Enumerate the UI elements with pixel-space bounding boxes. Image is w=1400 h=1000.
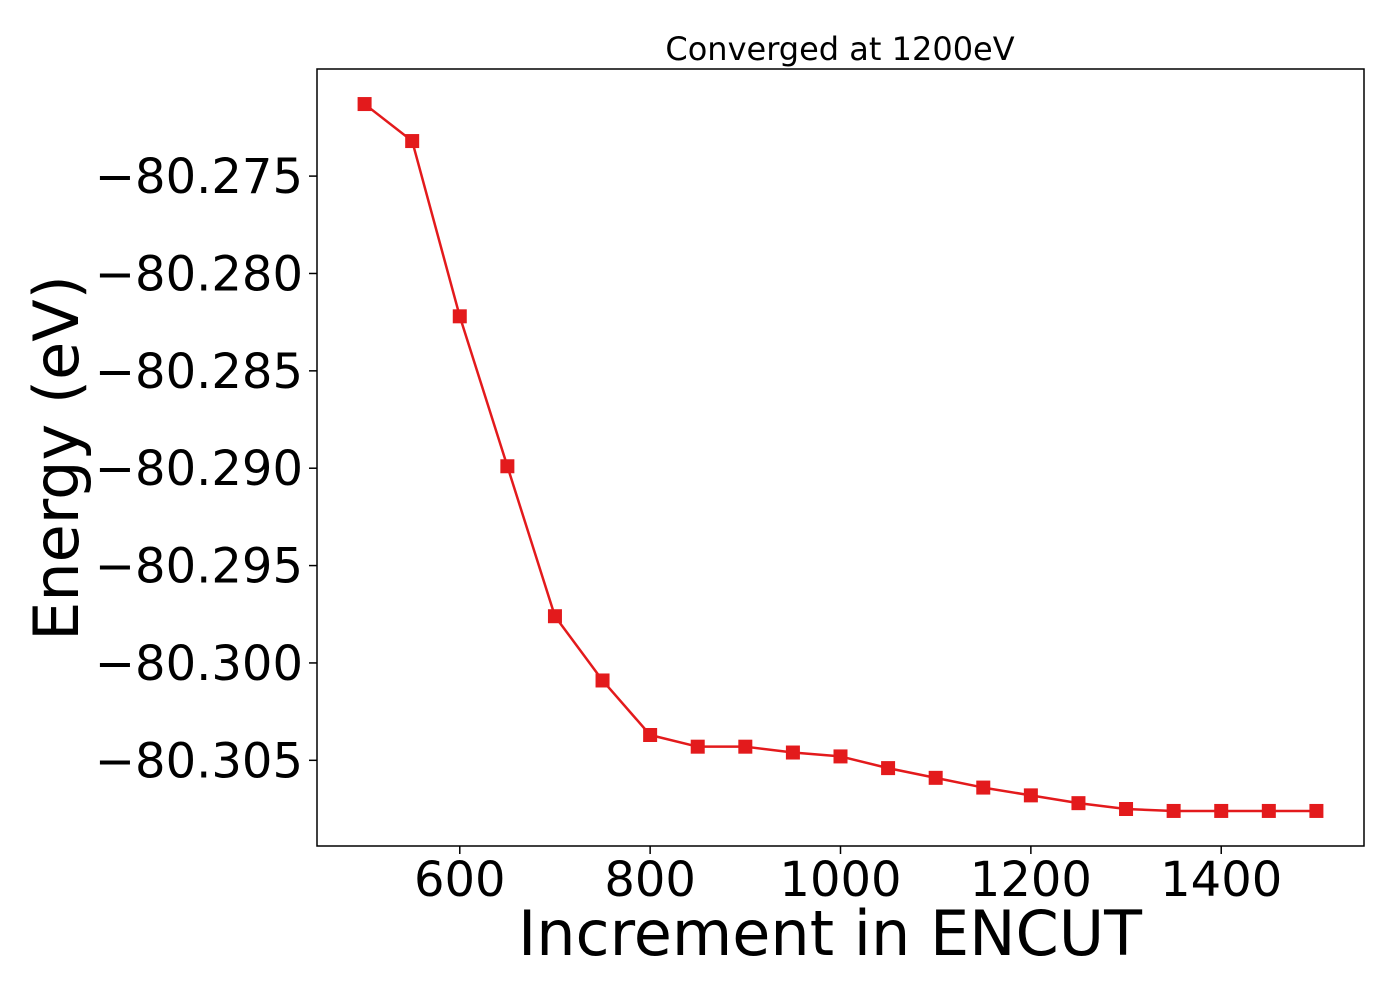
y-tick-label: −80.285 <box>95 344 303 400</box>
y-tick-label: −80.290 <box>95 441 303 497</box>
y-axis-label: Energy (eV) <box>20 275 93 641</box>
y-tick-label: −80.295 <box>95 539 303 595</box>
data-point-marker <box>785 745 800 760</box>
data-point-marker <box>547 609 562 624</box>
y-tick-label: −80.300 <box>95 636 303 692</box>
data-point-marker <box>1023 788 1038 803</box>
y-tick-label: −80.305 <box>95 733 303 789</box>
data-point-marker <box>357 97 372 112</box>
data-point-marker <box>833 749 848 764</box>
data-point-marker <box>690 739 705 754</box>
x-axis-label: Increment in ENCUT <box>518 897 1143 970</box>
data-point-marker <box>1119 802 1134 816</box>
data-point-marker <box>881 761 896 776</box>
data-point-marker <box>928 770 943 785</box>
y-tick-label: −80.275 <box>95 149 303 205</box>
data-point-marker <box>643 728 658 742</box>
series-line <box>363 103 1317 813</box>
plot-area-frame <box>316 68 1365 847</box>
data-point-marker <box>405 134 420 149</box>
data-point-marker <box>1261 803 1276 818</box>
data-point-marker <box>1214 803 1229 818</box>
x-tick-label: 1400 <box>1160 852 1282 908</box>
x-tick-label: 600 <box>414 852 506 908</box>
data-point-marker <box>738 739 753 754</box>
y-tick-label: −80.280 <box>95 246 303 302</box>
data-point-marker <box>595 673 610 688</box>
x-axis-ticks: 600 800 1000 1200 1400 <box>414 846 1282 908</box>
y-axis-ticks: −80.275 −80.280 −80.285 −80.290 −80.295 −80.3… <box>95 149 317 789</box>
x-tick-label: 1200 <box>970 852 1092 908</box>
data-point-marker <box>1309 803 1324 818</box>
data-point-marker <box>452 309 467 324</box>
data-point-marker <box>1166 803 1181 818</box>
data-point-marker <box>1071 796 1086 811</box>
x-tick-label: 1000 <box>779 852 901 908</box>
series-layer <box>357 97 1324 818</box>
chart-title: Converged at 1200eV <box>665 30 1014 68</box>
x-tick-label: 800 <box>604 852 696 908</box>
data-point-marker <box>500 459 515 474</box>
data-point-marker <box>976 780 991 795</box>
